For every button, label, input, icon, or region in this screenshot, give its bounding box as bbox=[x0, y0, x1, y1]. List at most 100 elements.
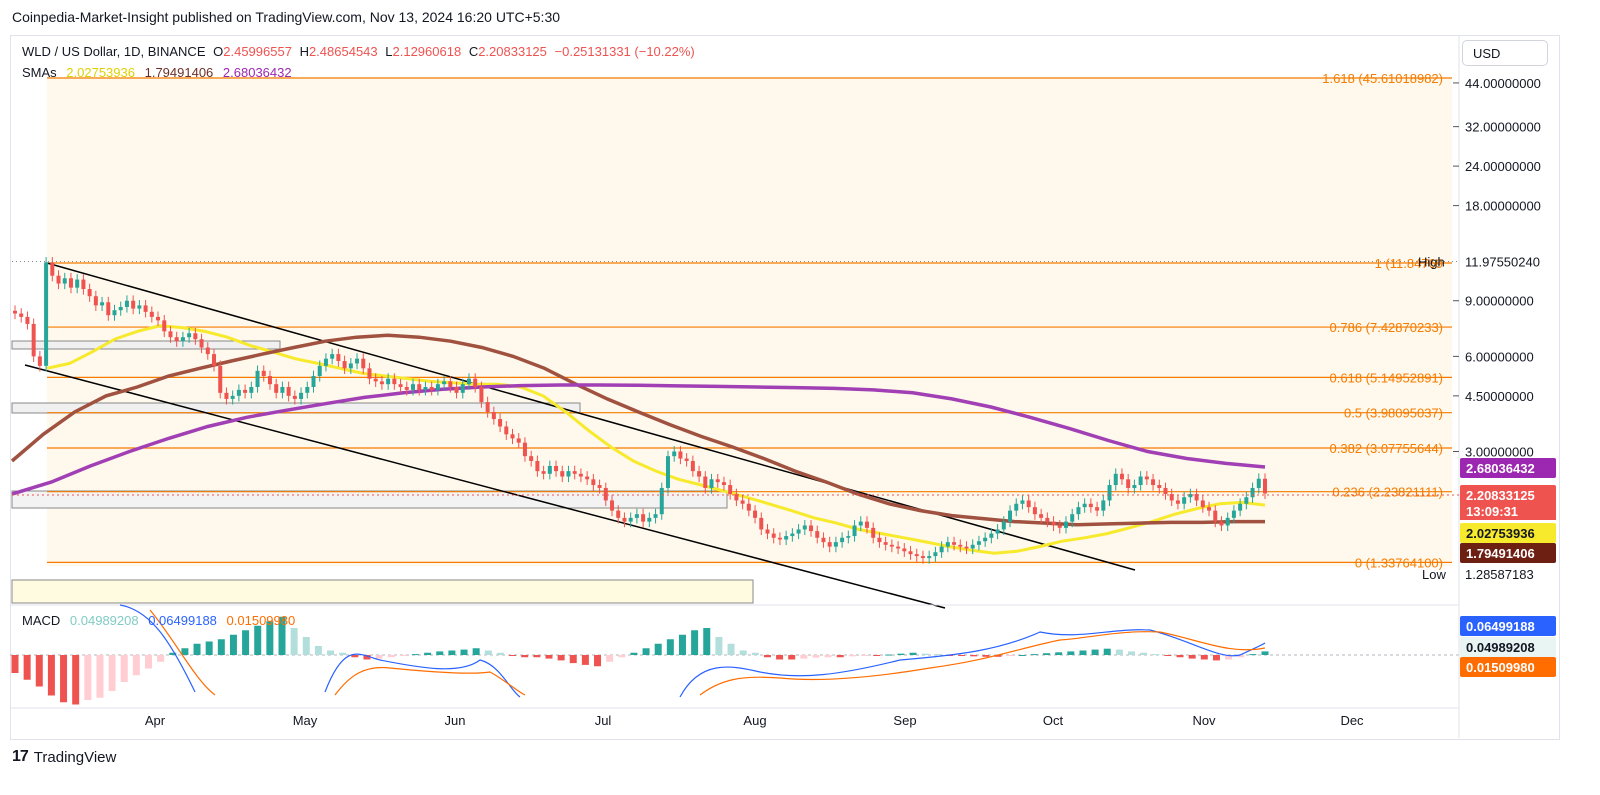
macd-signal-line bbox=[119, 604, 1266, 698]
macd-histogram-bar bbox=[885, 654, 893, 656]
macd-histogram-bar bbox=[1067, 651, 1075, 655]
candle-body bbox=[535, 460, 540, 472]
candle-body bbox=[93, 296, 98, 306]
fib-label: 0.382 (3.07755644) bbox=[1330, 441, 1443, 456]
candle-body bbox=[1207, 507, 1212, 511]
macd-signal-tag-bg bbox=[1460, 616, 1556, 636]
macd-histogram-bar bbox=[703, 628, 711, 655]
candle-body bbox=[1020, 500, 1025, 504]
candle-body bbox=[317, 365, 322, 377]
symbol-label[interactable]: WLD / US Dollar, 1D, BINANCE bbox=[22, 44, 206, 59]
publisher-line: Coinpedia-Market-Insight published on Tr… bbox=[12, 9, 561, 25]
fib-label: 0.786 (7.42870233) bbox=[1330, 320, 1443, 335]
candle-body bbox=[491, 412, 496, 420]
candle-body bbox=[784, 536, 789, 540]
macd-histogram-bar bbox=[861, 655, 869, 656]
macd-histogram-bar bbox=[23, 655, 31, 680]
brand-label[interactable]: TradingView bbox=[33, 748, 117, 766]
macd-histogram-bar bbox=[96, 655, 104, 698]
candle-body bbox=[355, 358, 360, 364]
zone-box bbox=[11, 340, 281, 350]
low-label: L bbox=[385, 44, 393, 59]
macd-line bbox=[149, 609, 1266, 696]
high-label: High bbox=[1418, 255, 1445, 270]
time-axis[interactable]: Apr May Jun Jul Aug Sep Oct Nov Dec bbox=[145, 713, 1364, 728]
candle-body bbox=[802, 525, 807, 530]
candle-body bbox=[665, 456, 670, 488]
currency-button[interactable]: USD bbox=[1462, 40, 1548, 66]
candle-body bbox=[647, 517, 652, 522]
macd-histogram-bar bbox=[982, 655, 990, 657]
macd-legend[interactable]: MACD 0.04989208 0.06499188 0.01509980 bbox=[22, 613, 301, 628]
candle-body bbox=[641, 514, 646, 522]
candle-body bbox=[31, 323, 36, 357]
candle-body bbox=[740, 500, 745, 504]
candle-body bbox=[404, 386, 409, 390]
macd-histogram-bar bbox=[1115, 649, 1123, 655]
candle-body bbox=[330, 354, 335, 359]
candle-body bbox=[1057, 525, 1062, 528]
candle-body bbox=[1182, 497, 1187, 504]
macd-histogram-bar bbox=[739, 650, 747, 655]
candle-body bbox=[143, 305, 148, 312]
candle-body bbox=[1151, 479, 1156, 486]
candle-body bbox=[622, 517, 627, 522]
candle-body bbox=[690, 460, 695, 472]
candle-body bbox=[709, 479, 714, 488]
candle-body bbox=[952, 542, 957, 545]
sma-legend[interactable]: SMAs 2.02753936 1.79491406 2.68036432 bbox=[22, 65, 298, 80]
macd-histogram-bar bbox=[1091, 649, 1099, 655]
candle-body bbox=[25, 316, 30, 324]
macd-histogram-bar bbox=[132, 655, 140, 676]
month-label: Jul bbox=[595, 713, 612, 728]
macd-histogram-bar bbox=[1249, 654, 1257, 656]
fib-label: 0.618 (5.14952891) bbox=[1330, 370, 1443, 385]
candle-body bbox=[1063, 521, 1068, 528]
candle-body bbox=[1095, 507, 1100, 511]
candle-body bbox=[945, 542, 950, 547]
macd-histogram-bar bbox=[921, 653, 929, 655]
candle-body bbox=[100, 302, 105, 306]
candle-body bbox=[1219, 521, 1224, 526]
macd-histogram-bar bbox=[1188, 655, 1196, 659]
candle-body bbox=[610, 500, 615, 511]
candle-body bbox=[218, 365, 223, 393]
macd-histogram-bar bbox=[1200, 655, 1208, 660]
candle-body bbox=[1225, 517, 1230, 526]
macd-histogram-bar bbox=[411, 654, 419, 656]
month-label: Nov bbox=[1192, 713, 1216, 728]
macd-histogram-bar bbox=[1212, 655, 1220, 661]
month-label: May bbox=[293, 713, 318, 728]
sma-lines bbox=[10, 324, 1266, 555]
candle-body bbox=[554, 465, 559, 472]
low-value: 1.28587183 bbox=[1465, 567, 1534, 582]
macd-histogram-bar bbox=[618, 655, 626, 658]
candle-body bbox=[976, 541, 981, 545]
tradingview-logo-icon[interactable]: 17 bbox=[12, 748, 29, 765]
macd-histogram-bar bbox=[1006, 655, 1014, 656]
candle-body bbox=[112, 310, 117, 316]
candle-body bbox=[411, 384, 416, 390]
chart-frame[interactable] bbox=[10, 35, 1560, 740]
candle-body bbox=[1088, 503, 1093, 508]
candle-body bbox=[261, 370, 266, 377]
macd-histogram-bar bbox=[848, 655, 856, 657]
macd-histogram-tag-bg bbox=[1460, 637, 1556, 657]
sma-slow-tag: 2.68036432 bbox=[1466, 461, 1535, 476]
candle-body bbox=[896, 546, 901, 549]
candle-body bbox=[305, 386, 310, 393]
macd-histogram-bar bbox=[72, 655, 80, 705]
price-axis[interactable]: 44.00000000 32.00000000 24.00000000 18.0000… bbox=[1453, 76, 1541, 460]
macd-histogram-bar bbox=[144, 655, 152, 669]
candle-body bbox=[299, 392, 304, 399]
candle-body bbox=[236, 389, 241, 396]
candle-body bbox=[485, 402, 490, 413]
candle-body bbox=[1076, 507, 1081, 515]
low-value: 2.12960618 bbox=[392, 44, 462, 59]
candle-body bbox=[323, 358, 328, 366]
candle-body bbox=[1119, 473, 1124, 480]
candle-body bbox=[137, 305, 142, 309]
macd-histogram-bar bbox=[339, 652, 347, 655]
candle-body bbox=[833, 542, 838, 547]
